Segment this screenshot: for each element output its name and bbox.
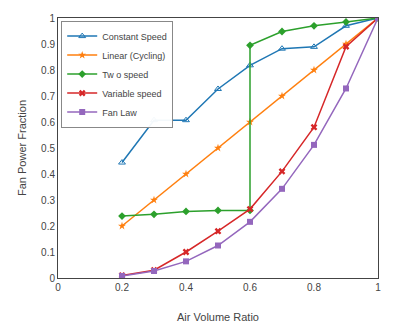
svg-text:0.8: 0.8 xyxy=(41,65,55,76)
svg-text:Linear (Cycling): Linear (Cycling) xyxy=(102,51,165,61)
svg-text:0.2: 0.2 xyxy=(115,282,129,293)
svg-text:Tw o speed: Tw o speed xyxy=(102,70,148,80)
svg-text:0.5: 0.5 xyxy=(41,143,55,154)
svg-text:Air Volume Ratio: Air Volume Ratio xyxy=(177,311,259,323)
svg-text:0.1: 0.1 xyxy=(41,247,55,258)
svg-text:0.9: 0.9 xyxy=(41,39,55,50)
svg-text:1: 1 xyxy=(375,282,381,293)
svg-text:0.4: 0.4 xyxy=(179,282,193,293)
svg-text:Fan Power Fraction: Fan Power Fraction xyxy=(16,100,28,196)
svg-text:0: 0 xyxy=(49,273,55,284)
svg-text:0.6: 0.6 xyxy=(243,282,257,293)
svg-text:Variable speed: Variable speed xyxy=(102,89,161,99)
svg-text:0.8: 0.8 xyxy=(307,282,321,293)
svg-text:0: 0 xyxy=(55,282,61,293)
svg-text:0.7: 0.7 xyxy=(41,91,55,102)
svg-text:1: 1 xyxy=(49,13,55,24)
svg-text:Constant Speed: Constant Speed xyxy=(102,32,167,42)
svg-text:Fan Law: Fan Law xyxy=(102,108,137,118)
svg-text:0.2: 0.2 xyxy=(41,221,55,232)
svg-text:0.3: 0.3 xyxy=(41,195,55,206)
svg-text:0.4: 0.4 xyxy=(41,169,55,180)
svg-text:0.6: 0.6 xyxy=(41,117,55,128)
